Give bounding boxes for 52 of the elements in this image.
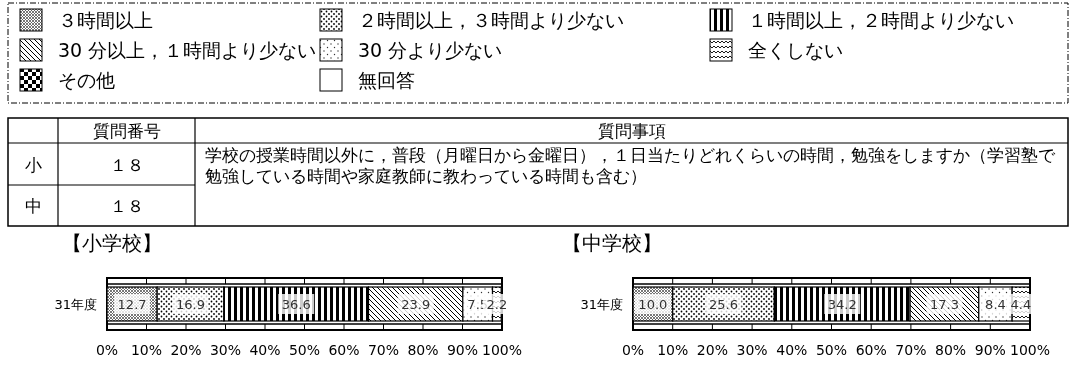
data-label: 34.2 — [827, 297, 857, 312]
x-tick-label: 60% — [855, 342, 887, 358]
legend-label: 全くしない — [748, 39, 843, 61]
x-tick-label: 30% — [209, 342, 242, 358]
x-tick-label: 20% — [696, 342, 728, 358]
data-label: 2.2 — [486, 297, 508, 312]
y-tick-label: 31年度 — [580, 297, 623, 312]
data-label: 17.3 — [929, 297, 959, 312]
legend-label: その他 — [58, 69, 115, 91]
x-tick-label: 10% — [657, 342, 689, 358]
x-tick-label: 30% — [736, 342, 768, 358]
chart-title: 【小学校】 — [62, 231, 162, 255]
text: １８ — [109, 155, 144, 175]
text: 中 — [24, 196, 42, 216]
x-tick-label: 20% — [170, 342, 202, 358]
legend-label: ３時間以上 — [58, 9, 153, 31]
x-tick-label: 100% — [481, 342, 523, 358]
data-label: 23.9 — [401, 297, 431, 312]
x-tick-label: 10% — [130, 342, 163, 358]
data-label: 25.6 — [709, 297, 738, 312]
x-tick-label: 50% — [815, 342, 848, 358]
text: １８ — [109, 196, 144, 216]
y-tick-label: 31年度 — [54, 297, 97, 312]
x-tick-label: 90% — [446, 342, 479, 358]
x-tick-label: 80% — [407, 342, 439, 358]
text: 質問事項 — [597, 121, 666, 141]
x-tick-label: 0% — [95, 342, 119, 358]
x-tick-label: 70% — [895, 342, 927, 358]
x-tick-label: 40% — [776, 342, 808, 358]
data-label: 36.6 — [281, 297, 311, 312]
x-tick-label: 90% — [974, 342, 1006, 358]
data-label: 8.4 — [985, 297, 1006, 312]
x-tick-label: 100% — [1009, 342, 1051, 358]
x-tick-label: 40% — [249, 342, 281, 358]
data-label: 4.4 — [1010, 297, 1032, 312]
x-tick-label: 60% — [328, 342, 360, 358]
legend-label: 30 分より少ない — [358, 39, 503, 61]
chart-title: 【中学校】 — [562, 231, 662, 255]
data-label: 12.7 — [117, 297, 147, 312]
text: 質問番号 — [92, 121, 161, 141]
x-tick-label: 70% — [367, 342, 400, 358]
x-tick-label: 50% — [288, 342, 321, 358]
data-label: 16.9 — [176, 297, 206, 312]
legend-label: 30 分以上，１時間より少ない — [58, 39, 317, 61]
legend-label: １時間以上，２時間より少ない — [748, 9, 1014, 31]
text: 学校の授業時間以外に，普段（月曜日から金曜日），１日当たりどれくらいの時間，勉強をしますか（学習塾で勉強している時間や家庭教師に教わっている時間も含む） — [205, 145, 1056, 187]
x-tick-label: 0% — [621, 342, 645, 358]
x-tick-label: 80% — [935, 342, 967, 358]
text: 小 — [24, 155, 42, 175]
data-label: 10.0 — [638, 297, 668, 312]
legend-label: 無回答 — [358, 69, 415, 91]
legend-label: ２時間以上，３時間より少ない — [358, 9, 624, 31]
